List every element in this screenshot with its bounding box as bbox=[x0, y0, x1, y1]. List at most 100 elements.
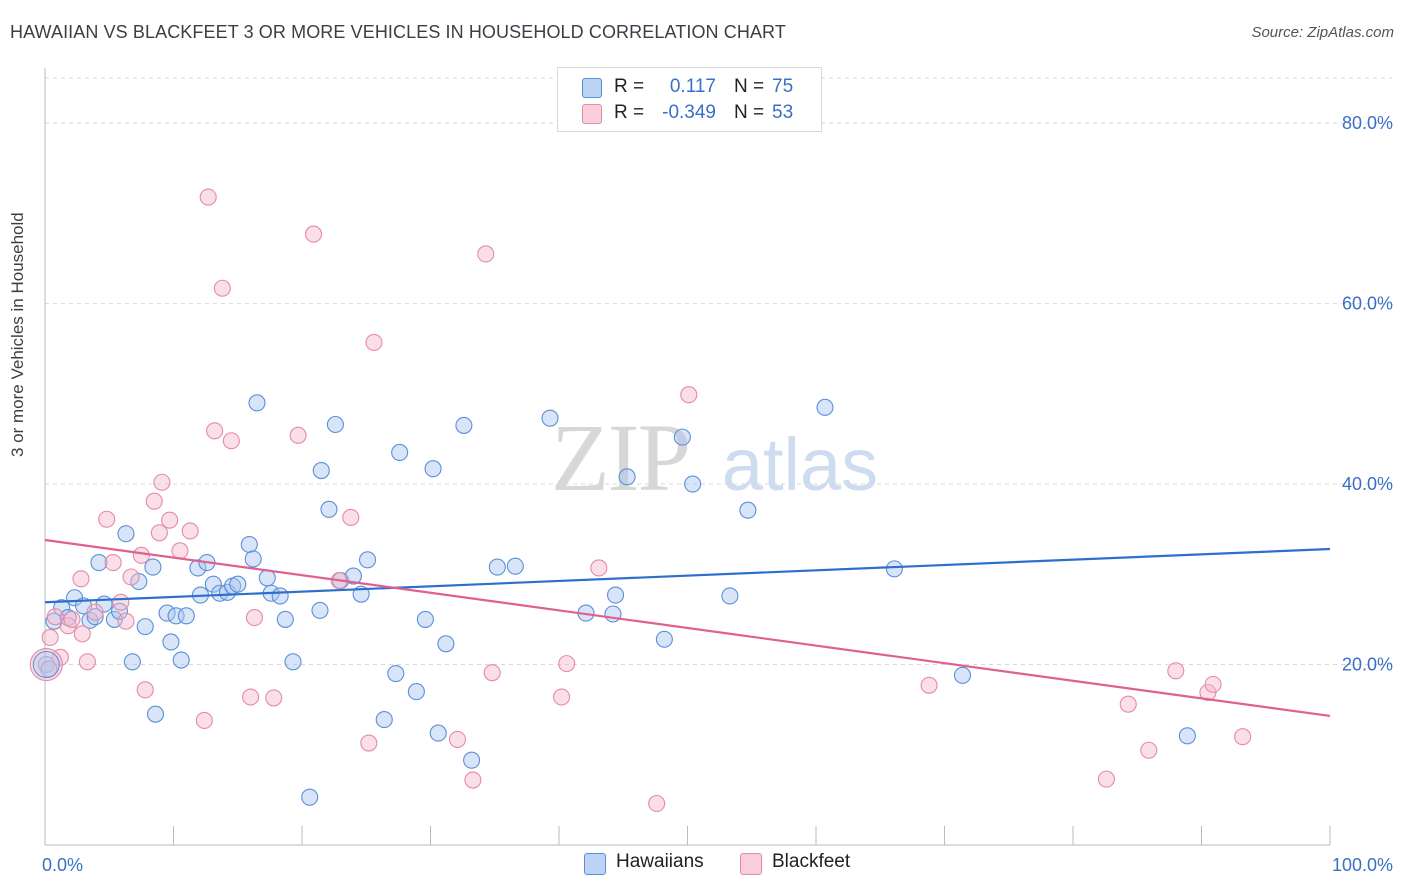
y-tick-label: 60.0% bbox=[1342, 294, 1393, 314]
hawaiians-point bbox=[312, 461, 330, 480]
hawaiians-point bbox=[244, 550, 262, 568]
blackfeet-point bbox=[63, 610, 81, 628]
trend-layer bbox=[44, 538, 1331, 718]
hawaiians-point bbox=[655, 630, 673, 648]
blackfeet-point bbox=[265, 689, 283, 707]
hawaiians-point bbox=[721, 587, 739, 605]
series-legend: Hawaiians Blackfeet bbox=[0, 851, 1406, 879]
blackfeet-point bbox=[558, 655, 576, 673]
hawaiians-point bbox=[506, 557, 524, 575]
blackfeet-point bbox=[150, 524, 168, 542]
r-value: -0.349 bbox=[662, 102, 716, 123]
hawaiians-point bbox=[167, 607, 185, 625]
blackfeet-point bbox=[78, 653, 96, 671]
hawaiians-point bbox=[86, 608, 104, 626]
blackfeet-point bbox=[342, 508, 360, 526]
blackfeet-point bbox=[171, 542, 189, 560]
blackfeet-point bbox=[195, 711, 213, 730]
blackfeet-point bbox=[464, 771, 482, 789]
r-label: R = bbox=[614, 76, 645, 97]
blackfeet-point bbox=[145, 492, 163, 510]
watermark: ZIP atlas bbox=[551, 404, 878, 511]
blackfeet-point bbox=[73, 625, 91, 643]
grid-layer bbox=[45, 77, 1392, 666]
blackfeet-point bbox=[920, 676, 938, 694]
n-value: 75 bbox=[772, 76, 794, 97]
hawaiians-point bbox=[32, 651, 60, 679]
blackfeet-point bbox=[213, 279, 231, 297]
y-tick-label: 20.0% bbox=[1342, 655, 1393, 675]
hawaiians-point bbox=[1178, 727, 1196, 745]
hawaiians-point bbox=[387, 665, 405, 683]
blackfeet-trend-line bbox=[44, 538, 1331, 718]
blackfeet-point bbox=[1204, 675, 1222, 693]
y-tick-label: 80.0% bbox=[1342, 113, 1393, 133]
hawaiians-point bbox=[248, 394, 266, 412]
x-tick-label: 100.0% bbox=[1332, 855, 1393, 875]
hawaiians-point bbox=[271, 587, 289, 605]
blackfeet-point bbox=[222, 432, 240, 450]
blackfeet-point bbox=[41, 628, 59, 647]
blackfeet-point bbox=[136, 681, 154, 699]
n-value: 53 bbox=[772, 102, 794, 123]
hawaiians-point bbox=[885, 560, 903, 578]
hawaiians-point bbox=[437, 635, 455, 653]
blackfeet-point bbox=[680, 386, 698, 404]
blackfeet-point bbox=[477, 245, 495, 263]
blackfeet-point bbox=[1140, 741, 1158, 759]
hawaiians-point bbox=[618, 468, 636, 486]
blackfeet-point bbox=[483, 664, 501, 682]
hawaiians-point bbox=[240, 535, 258, 554]
tick-label-layer: 20.0% 40.0% 60.0% 80.0% 0.0% 100.0% bbox=[42, 113, 1393, 875]
blackfeet-point bbox=[365, 333, 383, 351]
hawaiians-point bbox=[684, 475, 702, 493]
hawaiians-point bbox=[146, 705, 165, 723]
hawaiians-point bbox=[229, 575, 247, 593]
blackfeet-point bbox=[104, 554, 122, 572]
hawaiians-point bbox=[311, 601, 329, 619]
watermark-atlas: atlas bbox=[722, 423, 878, 506]
source-label: Source: ZipAtlas.com bbox=[1251, 24, 1394, 41]
hawaiians-point bbox=[284, 653, 302, 671]
blackfeet-point bbox=[46, 608, 64, 626]
hawaiians-point bbox=[172, 651, 190, 669]
blackfeet-point bbox=[648, 794, 666, 813]
blackfeet-point bbox=[1199, 683, 1217, 702]
blackfeet-point bbox=[1167, 662, 1185, 680]
blackfeet-point bbox=[360, 734, 378, 752]
n-label: N = bbox=[734, 76, 765, 97]
blackfeet-point bbox=[553, 688, 571, 706]
blackfeet-swatch bbox=[582, 104, 602, 124]
hawaiians-point bbox=[162, 633, 180, 651]
hawaiians-point bbox=[136, 618, 154, 636]
hawaiians-point bbox=[407, 683, 425, 701]
hawaiians-trend-line bbox=[44, 547, 1331, 604]
hawaiians-point bbox=[416, 610, 434, 628]
hawaiians-point bbox=[541, 409, 559, 427]
hawaiians-point bbox=[953, 666, 972, 684]
hawaiians-point bbox=[816, 398, 834, 416]
blackfeet-point bbox=[590, 559, 608, 577]
blackfeet-point bbox=[1234, 728, 1252, 746]
hawaiians-point bbox=[144, 558, 162, 576]
hawaiians-point bbox=[358, 551, 377, 569]
hawaiians-point bbox=[320, 500, 338, 518]
hawaiians-point bbox=[673, 428, 691, 446]
hawaiians-point bbox=[429, 724, 447, 742]
blackfeet-point bbox=[245, 609, 264, 627]
legend-label: Hawaiians bbox=[616, 851, 704, 872]
hawaiians-point bbox=[110, 602, 129, 620]
axis-layer bbox=[44, 68, 1331, 846]
hawaiians-point bbox=[391, 443, 409, 462]
hawaiians-point bbox=[301, 788, 319, 806]
hawaiians-point bbox=[739, 501, 757, 519]
blackfeet-point bbox=[122, 568, 140, 586]
blackfeet-point bbox=[86, 603, 104, 621]
r-label: R = bbox=[614, 102, 645, 123]
blackfeet-point bbox=[161, 511, 179, 529]
hawaiians-point bbox=[424, 460, 442, 478]
blackfeet-point bbox=[1119, 695, 1137, 713]
blackfeet-point bbox=[112, 593, 130, 611]
hawaiians-point bbox=[177, 607, 195, 625]
